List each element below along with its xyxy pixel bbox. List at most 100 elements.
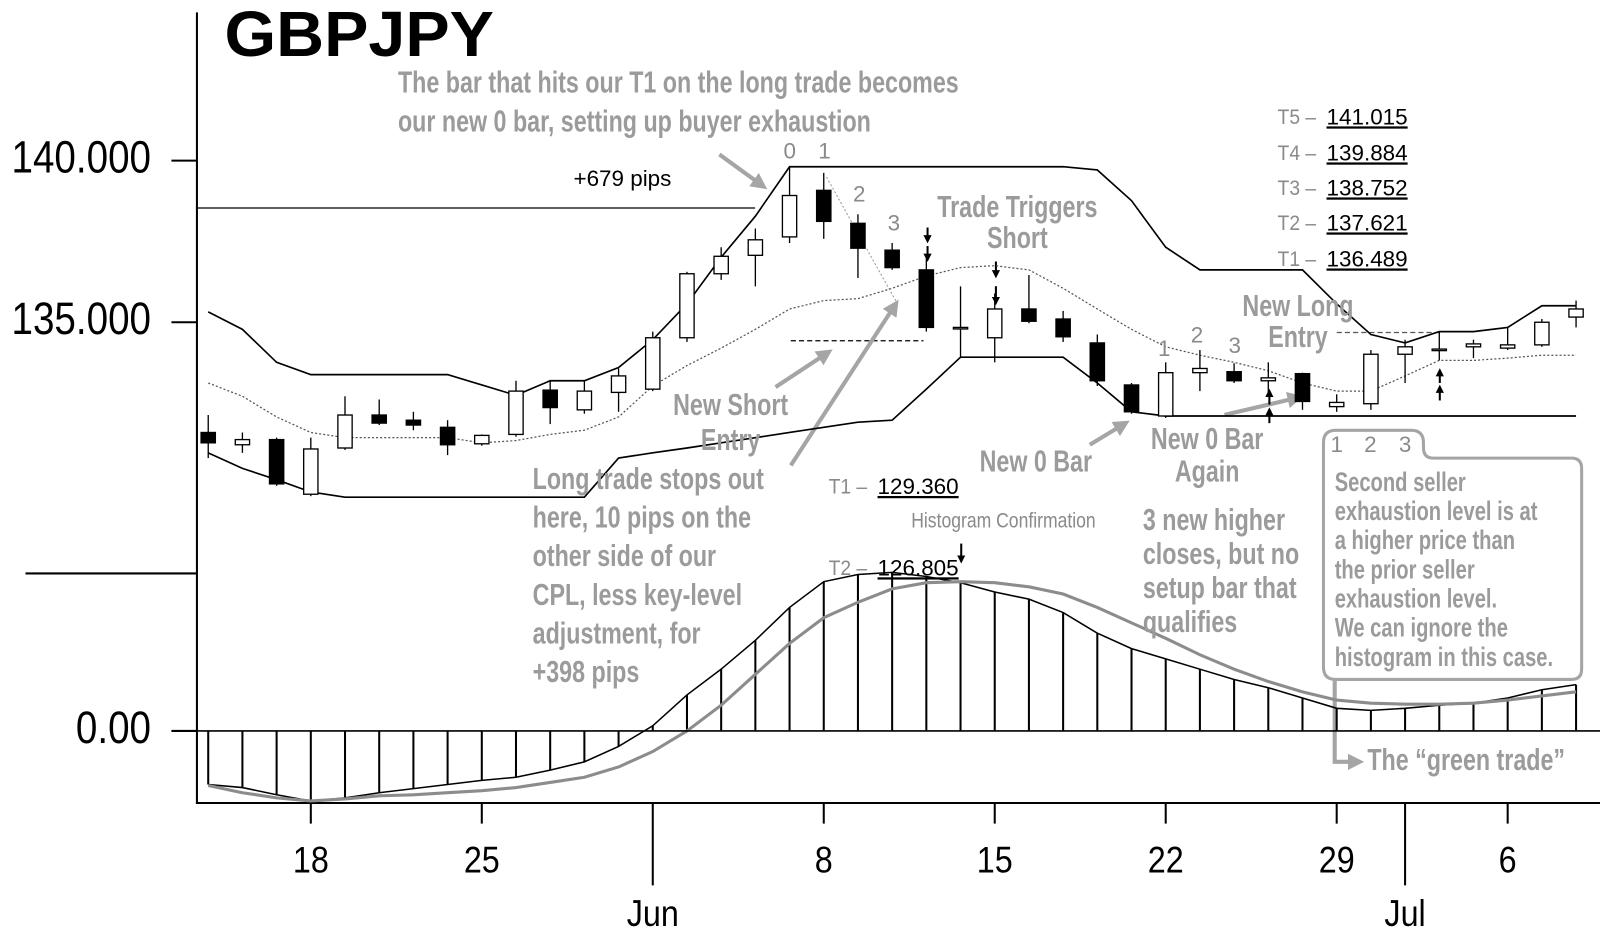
target-label-group: T4 – (1278, 141, 1317, 165)
target-value-group: 126.805 (878, 555, 959, 580)
annotation: New Long (1242, 288, 1353, 323)
annotation: Short (987, 220, 1048, 255)
annotation-group: here, 10 pips on the (533, 499, 751, 534)
annotation: other side of our (533, 538, 717, 573)
candle-body (1568, 308, 1584, 318)
candle-body (815, 189, 832, 223)
chart-title: GBPJPY (224, 0, 493, 70)
bar-count-group: 2 (853, 181, 865, 206)
annotation-group: New Long (1242, 288, 1353, 323)
histogram-outline (208, 571, 1577, 802)
candle-body (1328, 401, 1345, 408)
x-tick-label: 18 (293, 841, 329, 881)
annotation: Trade Triggers (937, 189, 1097, 224)
candle-body (1123, 384, 1140, 413)
annotation-group: setup bar that (1143, 570, 1297, 605)
pointer-arrow (718, 152, 768, 190)
candle-body (1397, 346, 1413, 355)
candle-body (439, 426, 456, 446)
annotation: closes, but no (1143, 536, 1299, 571)
target-value-group: 139.884 (1327, 140, 1408, 165)
month-label-group: Jul (1384, 894, 1425, 934)
candle-body (747, 239, 764, 256)
candle-body (1294, 372, 1311, 403)
candle-body (1431, 348, 1448, 352)
target-label-group: T5 – (1278, 105, 1317, 129)
x-tick-label: 29 (1319, 841, 1355, 881)
annotation-group: We can ignore the (1335, 614, 1508, 643)
candle-body (781, 194, 798, 238)
target-label-group: T2 – (829, 556, 868, 580)
annotation-group: CPL, less key-level (533, 577, 742, 612)
bar-count: 2 (853, 181, 865, 206)
annotation-group: The “green trade” (1367, 742, 1565, 777)
annotation: the prior seller (1335, 556, 1475, 585)
target-label: T1 – (829, 475, 868, 499)
target-value: 136.489 (1327, 246, 1408, 271)
candle-body (542, 389, 558, 409)
candle-body (508, 390, 524, 436)
target-label-group: T2 – (1278, 211, 1317, 235)
month-label: Jul (1384, 894, 1425, 934)
x-tick-label-group: 18 (293, 841, 329, 881)
target-label: T5 – (1278, 105, 1317, 129)
candle-body (1260, 377, 1277, 382)
annotation: New 0 Bar (1151, 421, 1264, 456)
bar-count: 1 (1158, 336, 1170, 361)
target-value: 137.621 (1327, 210, 1408, 235)
candle-body (1226, 371, 1242, 382)
x-tick-label-group: 25 (464, 841, 500, 881)
annotation-group: Histogram Confirmation (911, 509, 1095, 533)
target-value: 139.884 (1327, 140, 1408, 165)
target-value: 129.360 (878, 474, 959, 499)
candle-body (1157, 372, 1174, 417)
annotation: Histogram Confirmation (911, 509, 1095, 533)
bar-count-group: 2 (1191, 323, 1203, 348)
annotation-group: our new 0 bar, setting up buyer exhausti… (398, 103, 871, 138)
annotation-group: Trade Triggers (937, 189, 1097, 224)
bar-count-group: 1 (1330, 432, 1342, 457)
x-tick-label: 25 (464, 841, 500, 881)
annotation-group: adjustment, for (533, 615, 701, 650)
candle-body (1055, 318, 1071, 338)
annotation: Again (1175, 453, 1240, 488)
annotation-group: New 0 Bar (980, 443, 1093, 478)
annotation: New Short (673, 387, 788, 422)
target-label-group: T3 – (1278, 176, 1317, 200)
annotation-group: 3 new higher (1143, 502, 1285, 537)
callout-connector (1332, 679, 1365, 771)
pointer-arrow (774, 349, 833, 389)
candle-body (713, 255, 729, 275)
annotation: qualifies (1143, 604, 1237, 639)
bar-count-group: 3 (1228, 333, 1240, 358)
candle-body (986, 308, 1003, 339)
bar-count: 2 (1191, 323, 1203, 348)
target-label: T3 – (1278, 176, 1317, 200)
annotation-group: Long trade stops out (533, 461, 764, 496)
target-label: T4 – (1278, 141, 1317, 165)
annotation: New 0 Bar (980, 443, 1093, 478)
bar-count-group: 3 (1399, 432, 1411, 457)
annotation-group: Second seller (1335, 468, 1466, 497)
annotation: Entry (701, 422, 761, 457)
annotation: histogram in this case. (1335, 643, 1553, 672)
annotation: adjustment, for (533, 615, 701, 650)
band-line (207, 356, 1577, 498)
candle-body (1021, 308, 1037, 322)
bar-count: 1 (818, 138, 830, 163)
x-tick-label-group: 8 (815, 841, 833, 881)
candle-body (1192, 367, 1208, 374)
annotation-group: closes, but no (1143, 536, 1299, 571)
annotation: Second seller (1335, 468, 1466, 497)
annotation-group: Entry (1268, 319, 1328, 354)
annotation: Long trade stops out (533, 461, 764, 496)
candle-body (610, 375, 627, 394)
x-tick-label-group: 22 (1148, 841, 1184, 881)
bar-count-group: 2 (1364, 432, 1376, 457)
annotation-group: exhaustion level is at (1335, 497, 1538, 526)
bar-count: 3 (1399, 432, 1411, 457)
month-label-group: Jun (627, 894, 679, 934)
candle-body (850, 222, 866, 249)
x-tick-label: 22 (1148, 841, 1184, 881)
annotation-group: a higher price than (1335, 527, 1515, 556)
